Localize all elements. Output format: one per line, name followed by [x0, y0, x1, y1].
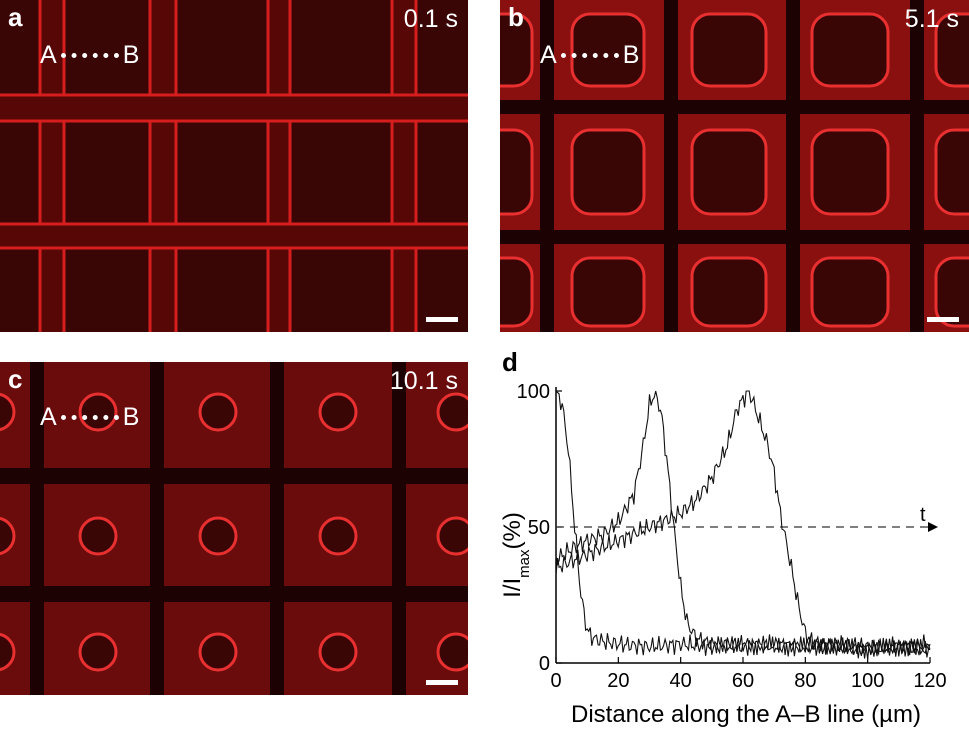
profile-series-3: [555, 390, 930, 659]
y-tick-label: 100: [517, 381, 550, 403]
scale-bar-a: [426, 317, 458, 322]
micrograph-a-image: [0, 0, 468, 332]
micrograph-c-image: [0, 362, 468, 695]
profile-series-1: [555, 390, 931, 657]
timestamp-a: 0.1 s: [403, 5, 458, 33]
measurement-line: [60, 52, 119, 58]
line-marker-c: A B: [40, 402, 139, 432]
marker-b-end: B: [622, 41, 640, 69]
intensity-profile-chart: d 0 20 40 60 80 100 120 0 50 100 t I/Imax(%) Dista…: [499, 345, 969, 729]
time-arrow-head: [928, 522, 938, 532]
x-tick-label: 100: [851, 670, 884, 692]
x-tick-label: 120: [913, 670, 946, 692]
chart-svg: d 0 20 40 60 80 100 120 0 50 100 t I/Imax(%) Dista…: [499, 347, 947, 728]
x-tick-label: 80: [794, 670, 816, 692]
x-tick-label: 40: [670, 670, 692, 692]
timestamp-c: 10.1 s: [389, 367, 458, 395]
panel-label-b: b: [508, 2, 524, 32]
marker-b-start: A: [540, 41, 557, 69]
y-tick-label: 0: [539, 653, 550, 675]
x-axis-label: Distance along the A–B line (µm): [571, 701, 921, 728]
profile-series-2: [555, 390, 931, 660]
x-tick-label: 60: [732, 670, 754, 692]
line-marker-a: A B: [40, 40, 139, 70]
scale-bar-c: [426, 680, 458, 685]
panel-label-c: c: [8, 364, 23, 394]
line-marker-b: A B: [540, 40, 639, 70]
micrograph-panel-c: c 10.1 s A B: [0, 362, 468, 695]
micrograph-panel-a: a 0.1 s A B: [0, 0, 468, 332]
panel-label-d: d: [502, 347, 518, 377]
measurement-line: [60, 414, 119, 420]
x-tick-label: 20: [607, 670, 629, 692]
marker-c-start: A: [40, 403, 57, 431]
marker-a-end: B: [122, 41, 140, 69]
time-arrow-label: t: [920, 504, 926, 526]
micrograph-b-image: [500, 0, 969, 332]
y-axis-label: I/Imax(%): [500, 512, 533, 598]
chart-series-group: [555, 390, 931, 660]
marker-a-start: A: [40, 41, 57, 69]
x-tick-label: 0: [550, 670, 561, 692]
chart-axes: 0 20 40 60 80 100 120 0 50 100 t: [517, 381, 947, 692]
marker-c-end: B: [122, 403, 140, 431]
measurement-line: [560, 52, 619, 58]
micrograph-panel-b: b 5.1 s A B: [500, 0, 969, 332]
y-tick-label: 50: [528, 517, 550, 539]
scale-bar-b: [927, 317, 959, 322]
timestamp-b: 5.1 s: [904, 5, 959, 33]
panel-label-a: a: [8, 2, 23, 32]
